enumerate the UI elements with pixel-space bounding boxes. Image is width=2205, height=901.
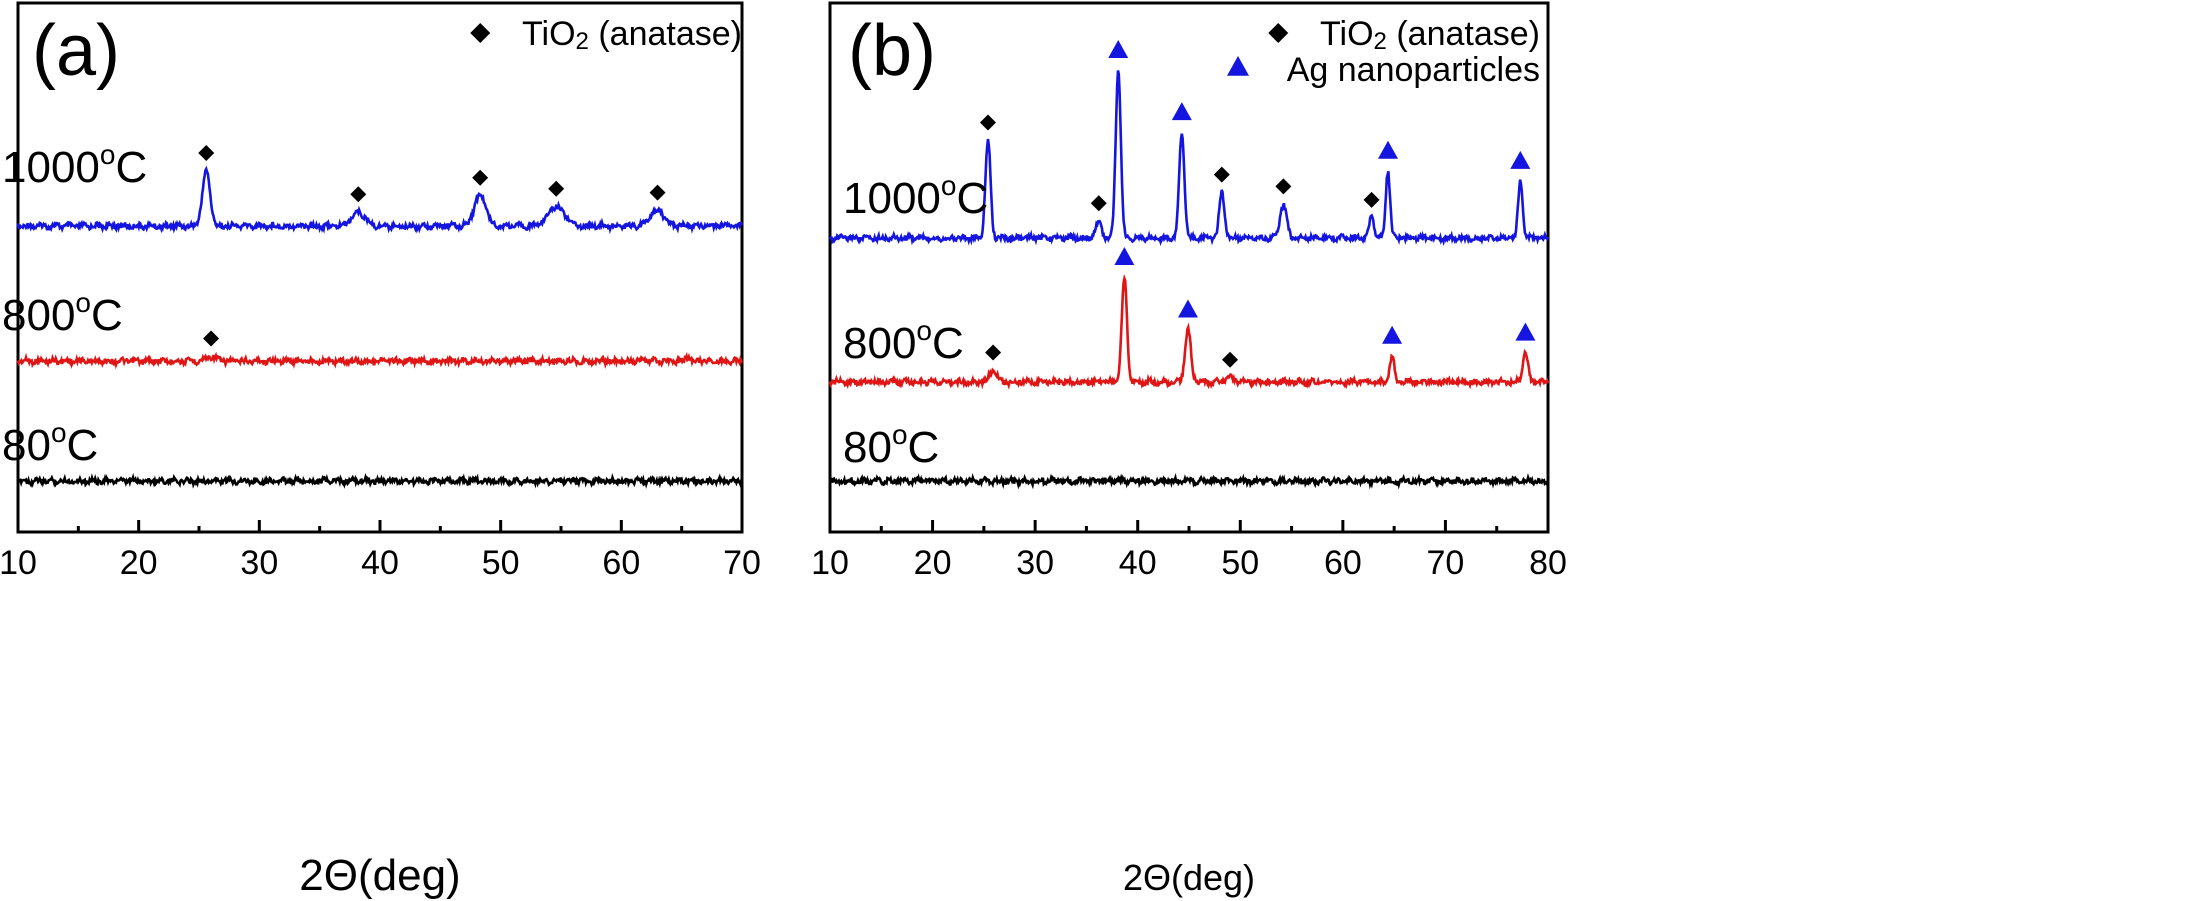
peak-diamond-icon [548, 180, 565, 197]
x-tick-label: 30 [1016, 544, 1054, 582]
x-tick-label: 30 [240, 544, 278, 582]
x-tick-label: 40 [1119, 544, 1157, 582]
peak-diamond-icon [1213, 166, 1230, 183]
panel-b: 10 20 30 40 50 60 70 80 2Θ(deg) (b) TiO2 (anatase)… [811, 1, 1567, 898]
series-label-800: 800oC [843, 315, 964, 368]
series-line-1000 [16, 165, 744, 235]
plot-frame [16, 1, 744, 534]
series-label-1000: 1000oC [2, 139, 147, 192]
x-axis-label: 2Θ(deg) [1123, 857, 1255, 898]
legend-label: TiO2 (anatase) [522, 15, 742, 55]
peak-diamond-icon [198, 145, 215, 161]
peak-triangle-icon [1114, 247, 1135, 265]
series-line-80 [17, 472, 744, 490]
legend-label: TiO2 (anatase) [1320, 15, 1540, 55]
peak-diamond-icon [1363, 191, 1380, 208]
series-line-800 [16, 351, 744, 370]
panel-label: (b) [848, 11, 936, 91]
peak-diamond-icon [985, 344, 1002, 361]
x-tick-label: 70 [1427, 544, 1465, 582]
x-tick-label: 60 [602, 544, 640, 582]
panel-label: (a) [32, 11, 120, 91]
peak-triangle-icon [1382, 325, 1403, 344]
series-label-80: 80oC [2, 417, 98, 470]
peak-triangle-icon [1515, 322, 1536, 341]
series-line-800 [828, 273, 1550, 390]
x-tick-label: 40 [361, 544, 399, 582]
panel-a: 10 20 30 40 50 60 70 2Θ(deg) (a) TiO2 (anatase) 10… [0, 1, 761, 900]
x-tick-label: 10 [811, 544, 849, 582]
peak-triangle-icon [1171, 102, 1192, 121]
peak-diamond-icon [203, 330, 220, 347]
series-label-1000: 1000oC [843, 170, 988, 223]
legend-diamond-icon [1268, 23, 1289, 43]
peak-triangle-icon [1108, 40, 1129, 58]
series-label-80: 80oC [843, 419, 939, 472]
x-tick-label: 20 [914, 544, 952, 582]
x-tick-label: 10 [0, 544, 37, 582]
peak-diamond-icon [649, 184, 666, 201]
x-tick-label: 20 [120, 544, 158, 582]
peak-triangle-icon [1377, 140, 1398, 159]
legend-diamond-icon [470, 23, 491, 43]
peak-diamond-icon [1275, 178, 1292, 195]
x-axis-label: 2Θ(deg) [299, 851, 460, 900]
x-tick-label: 60 [1324, 544, 1362, 582]
legend-triangle-icon [1227, 56, 1249, 76]
x-tick-label: 50 [482, 544, 520, 582]
series-line-80 [829, 472, 1549, 490]
peak-triangle-icon [1510, 150, 1531, 169]
peak-diamond-icon [1090, 195, 1107, 212]
peak-diamond-icon [350, 186, 367, 203]
peak-diamond-icon [472, 169, 489, 186]
peak-diamond-icon [1222, 351, 1239, 368]
series-line-1000 [828, 70, 1550, 247]
x-tick-label: 80 [1529, 544, 1567, 582]
x-tick-label: 70 [723, 544, 761, 582]
x-tick-label: 50 [1221, 544, 1259, 582]
peak-triangle-icon [1177, 299, 1198, 318]
peak-diamond-icon [979, 114, 996, 131]
series-label-800: 800oC [2, 287, 123, 340]
legend-label: Ag nanoparticles [1287, 51, 1540, 89]
